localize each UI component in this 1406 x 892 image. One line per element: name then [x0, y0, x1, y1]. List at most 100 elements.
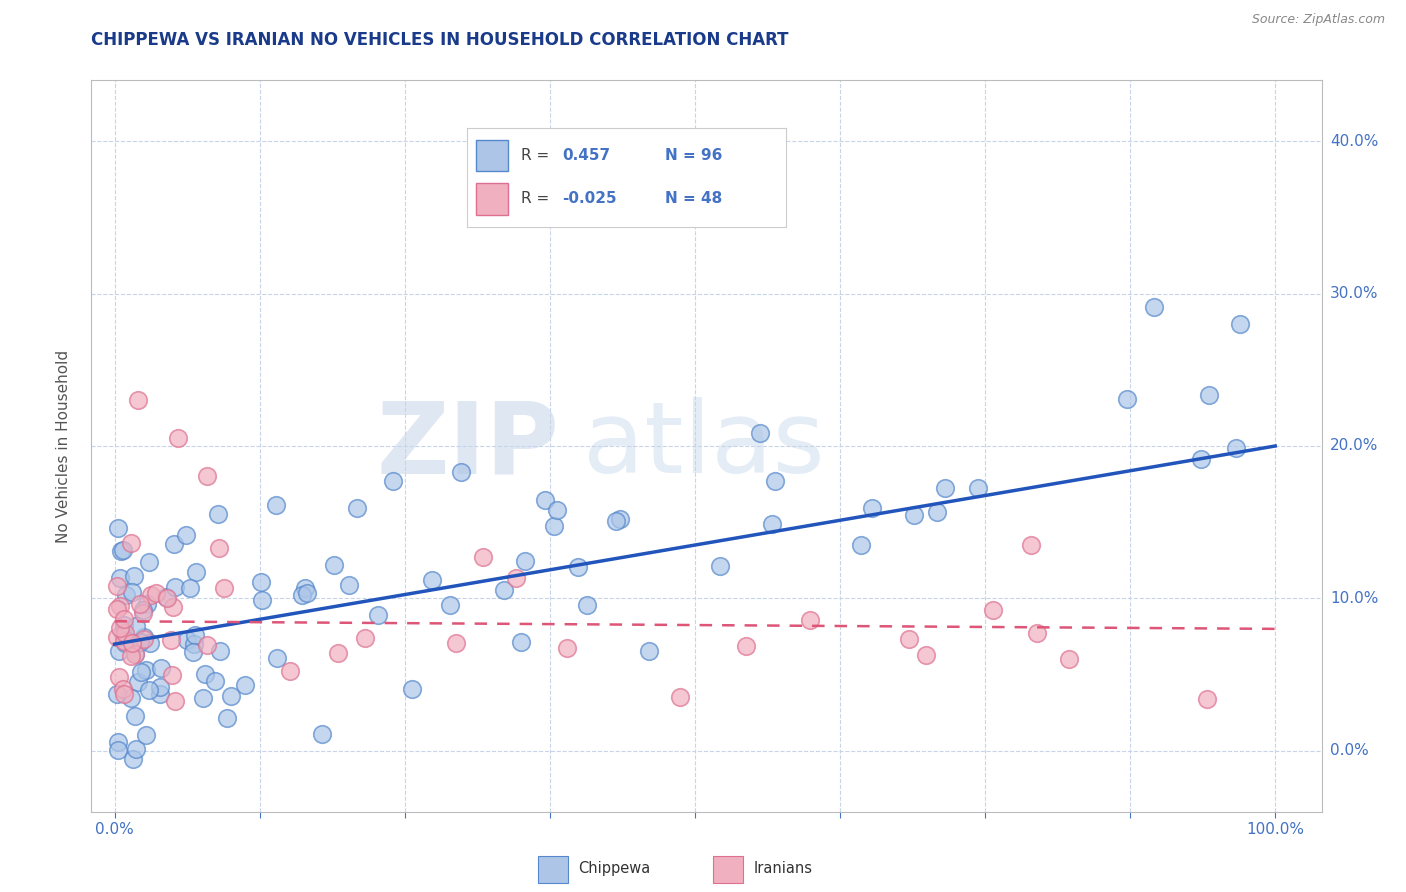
- Point: [1225, 442, 1247, 456]
- Point: [127, 393, 149, 408]
- FancyBboxPatch shape: [537, 856, 568, 883]
- Point: [107, 735, 129, 749]
- Point: [122, 569, 145, 583]
- Text: 40.0%: 40.0%: [1330, 134, 1378, 149]
- Point: [112, 688, 135, 702]
- Point: [354, 631, 377, 645]
- Point: [120, 649, 142, 664]
- Point: [1025, 626, 1047, 640]
- Point: [162, 599, 184, 614]
- Point: [138, 555, 160, 569]
- Point: [120, 536, 142, 550]
- Point: [135, 728, 157, 742]
- Point: [505, 571, 527, 585]
- Text: ZIP: ZIP: [375, 398, 558, 494]
- Point: [264, 499, 287, 513]
- Point: [195, 638, 218, 652]
- Point: [1198, 387, 1220, 401]
- Point: [107, 644, 129, 658]
- Point: [450, 466, 472, 480]
- Point: [138, 636, 160, 650]
- Text: R =: R =: [522, 192, 550, 206]
- Point: [128, 634, 150, 648]
- Point: [208, 644, 231, 658]
- Point: [233, 678, 256, 692]
- Point: [107, 743, 129, 757]
- Point: [294, 582, 316, 596]
- Point: [546, 503, 568, 517]
- Point: [1195, 692, 1218, 706]
- Point: [709, 558, 731, 573]
- Point: [124, 709, 146, 723]
- Point: [576, 598, 599, 612]
- Point: [898, 632, 921, 646]
- Point: [534, 493, 557, 508]
- Point: [184, 628, 207, 642]
- Point: [208, 541, 231, 556]
- Point: [108, 599, 131, 613]
- Point: [799, 613, 821, 627]
- FancyBboxPatch shape: [713, 856, 744, 883]
- Point: [472, 550, 495, 565]
- Point: [105, 630, 128, 644]
- Point: [135, 664, 157, 678]
- Point: [605, 514, 627, 528]
- Point: [112, 681, 135, 696]
- Point: [903, 508, 925, 522]
- Point: [110, 544, 132, 558]
- Point: [120, 690, 142, 705]
- Point: [212, 582, 235, 596]
- Point: [1057, 652, 1080, 666]
- Text: N = 96: N = 96: [665, 148, 723, 163]
- Point: [669, 690, 692, 705]
- Point: [278, 665, 301, 679]
- Point: [112, 618, 135, 632]
- Point: [252, 593, 274, 607]
- Point: [121, 585, 143, 599]
- Point: [849, 538, 872, 552]
- Point: [160, 633, 183, 648]
- Point: [105, 579, 128, 593]
- Point: [337, 578, 360, 592]
- Point: [167, 431, 190, 445]
- Point: [194, 666, 217, 681]
- Point: [915, 648, 938, 662]
- Y-axis label: No Vehicles in Household: No Vehicles in Household: [56, 350, 70, 542]
- Point: [217, 711, 239, 725]
- Point: [221, 689, 243, 703]
- Point: [105, 602, 128, 616]
- Point: [401, 681, 423, 696]
- Point: [125, 742, 148, 756]
- Point: [111, 543, 134, 558]
- Text: 10.0%: 10.0%: [1330, 591, 1378, 606]
- Point: [1115, 392, 1137, 407]
- Point: [555, 640, 578, 655]
- Point: [176, 632, 198, 647]
- Point: [637, 643, 659, 657]
- Point: [114, 625, 136, 640]
- Point: [149, 686, 172, 700]
- Point: [763, 474, 786, 488]
- Point: [291, 588, 314, 602]
- Point: [163, 537, 186, 551]
- Point: [297, 586, 319, 600]
- Point: [311, 727, 333, 741]
- Point: [183, 637, 205, 651]
- Point: [967, 482, 990, 496]
- Point: [112, 612, 135, 626]
- Point: [105, 687, 128, 701]
- Point: [139, 588, 162, 602]
- Point: [860, 500, 883, 515]
- Point: [1189, 452, 1212, 467]
- Text: Source: ZipAtlas.com: Source: ZipAtlas.com: [1251, 13, 1385, 27]
- Point: [761, 516, 783, 531]
- Point: [114, 588, 136, 602]
- Point: [163, 580, 186, 594]
- Point: [107, 521, 129, 535]
- Point: [134, 630, 156, 644]
- Point: [204, 673, 226, 688]
- Point: [179, 582, 201, 596]
- Point: [129, 597, 152, 611]
- Point: [138, 683, 160, 698]
- Point: [112, 633, 135, 648]
